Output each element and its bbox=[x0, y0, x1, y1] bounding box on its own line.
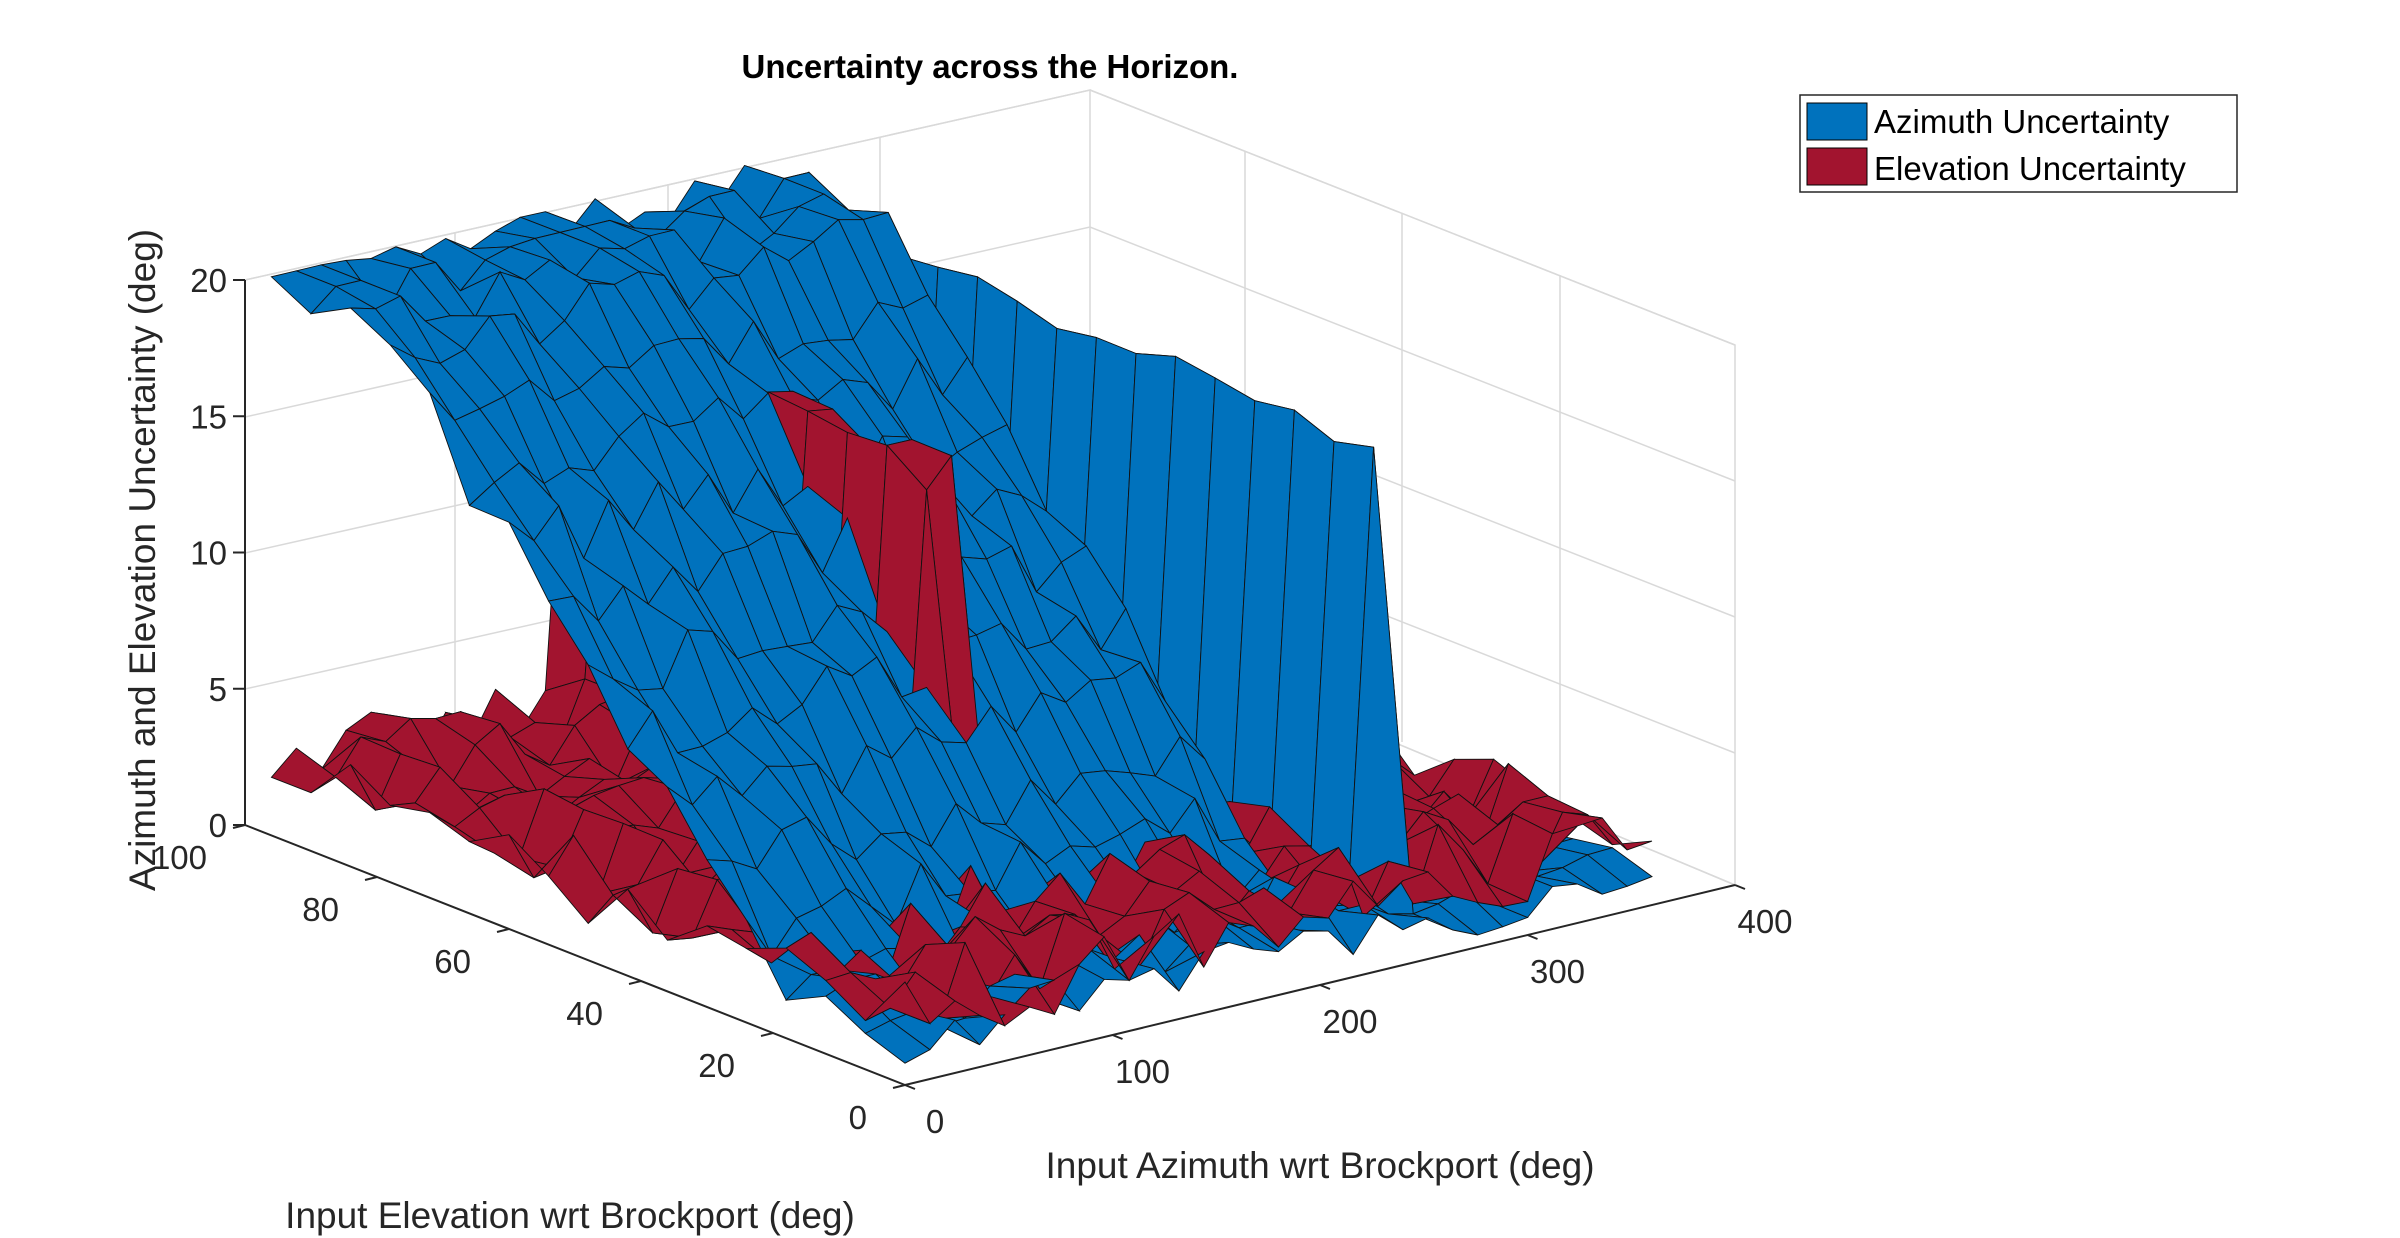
x-tick-label: 200 bbox=[1322, 1003, 1377, 1040]
y-tick-label: 100 bbox=[152, 839, 207, 876]
x-tick-label: 300 bbox=[1530, 953, 1585, 990]
x-tick-mark bbox=[1319, 984, 1331, 990]
z-axis-label: Azimuth and Elevation Uncertainty (deg) bbox=[122, 229, 163, 891]
x-tick-mark bbox=[1527, 934, 1538, 940]
y-axis-label: Input Elevation wrt Brockport (deg) bbox=[285, 1195, 855, 1236]
legend: Azimuth Uncertainty Elevation Uncertaint… bbox=[1799, 94, 2238, 193]
elevation-surface-patch bbox=[270, 747, 337, 794]
x-tick-label: 400 bbox=[1737, 903, 1792, 940]
y-tick-label: 80 bbox=[302, 891, 339, 928]
y-tick-mark bbox=[496, 928, 510, 933]
x-tick-label: 100 bbox=[1115, 1053, 1170, 1090]
chart-title: Uncertainty across the Horizon. bbox=[742, 48, 1239, 85]
x-tick-label: 0 bbox=[926, 1103, 944, 1140]
z-tick-label: 0 bbox=[209, 807, 227, 844]
legend-swatch-azimuth bbox=[1806, 102, 1868, 141]
y-tick-mark bbox=[628, 980, 642, 985]
x-tick-mark bbox=[904, 1084, 916, 1090]
y-tick-mark bbox=[364, 876, 378, 881]
elevation-surface-patch bbox=[865, 981, 931, 1025]
legend-label-azimuth: Azimuth Uncertainty bbox=[1874, 103, 2170, 140]
x-tick-mark bbox=[1112, 1034, 1123, 1040]
azimuth-surface-patch bbox=[864, 1020, 931, 1064]
y-tick-label: 0 bbox=[849, 1099, 867, 1136]
y-tick-mark bbox=[760, 1032, 774, 1037]
y-tick-label: 60 bbox=[434, 943, 471, 980]
y-tick-mark bbox=[892, 1084, 906, 1089]
y-tick-label: 40 bbox=[566, 995, 603, 1032]
z-tick-label: 15 bbox=[190, 398, 227, 435]
y-tick-label: 20 bbox=[698, 1047, 735, 1084]
legend-swatch-elevation bbox=[1806, 147, 1868, 186]
legend-label-elevation: Elevation Uncertainty bbox=[1874, 150, 2186, 187]
x-axis-label: Input Azimuth wrt Brockport (deg) bbox=[1045, 1145, 1594, 1186]
legend-box bbox=[1799, 94, 2238, 193]
z-tick-label: 10 bbox=[190, 535, 227, 572]
z-tick-label: 5 bbox=[209, 671, 227, 708]
x-tick-mark bbox=[1734, 884, 1746, 890]
uncertainty-surface bbox=[270, 164, 1653, 1064]
z-tick-label: 20 bbox=[190, 262, 227, 299]
